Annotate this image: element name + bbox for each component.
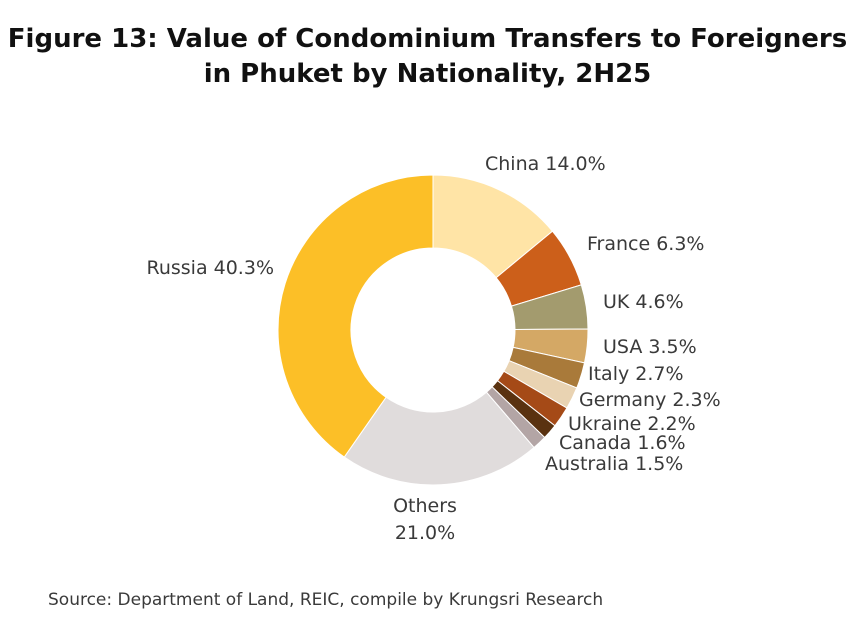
- chart-title-line-2: in Phuket by Nationality, 2H25: [203, 59, 652, 89]
- slice-label-2: UK 4.6%: [603, 291, 684, 313]
- slice-label-3: USA 3.5%: [603, 336, 697, 358]
- slice-label-10: Russia 40.3%: [146, 257, 274, 279]
- donut-labels: China 14.0% France 6.3% UK 4.6% USA 3.5% Ita…: [146, 153, 720, 544]
- slice-label-7: Canada 1.6%: [559, 432, 686, 454]
- slice-label-9-line-0: Others: [393, 495, 457, 517]
- slice-label-8: Australia 1.5%: [545, 453, 683, 475]
- slice-label-9: Others 21.0%: [393, 495, 457, 544]
- chart-title: Figure 13: Value of Condominium Transfer…: [0, 22, 855, 92]
- donut-chart: China 14.0% France 6.3% UK 4.6% USA 3.5% Ita…: [146, 153, 720, 544]
- chart-title-line-1: Figure 13: Value of Condominium Transfer…: [7, 24, 848, 54]
- slice-10: [277, 174, 434, 458]
- slice-label-9-line-1: 21.0%: [395, 522, 455, 544]
- slice-label-0: China 14.0%: [485, 153, 606, 175]
- slice-label-4: Italy 2.7%: [588, 363, 684, 385]
- slice-label-6: Ukraine 2.2%: [568, 413, 696, 435]
- slice-label-1: France 6.3%: [587, 233, 705, 255]
- source-note: Source: Department of Land, REIC, compil…: [48, 590, 604, 610]
- donut-slices: [277, 174, 589, 486]
- slice-label-5: Germany 2.3%: [579, 389, 721, 411]
- slice-9: [343, 391, 535, 486]
